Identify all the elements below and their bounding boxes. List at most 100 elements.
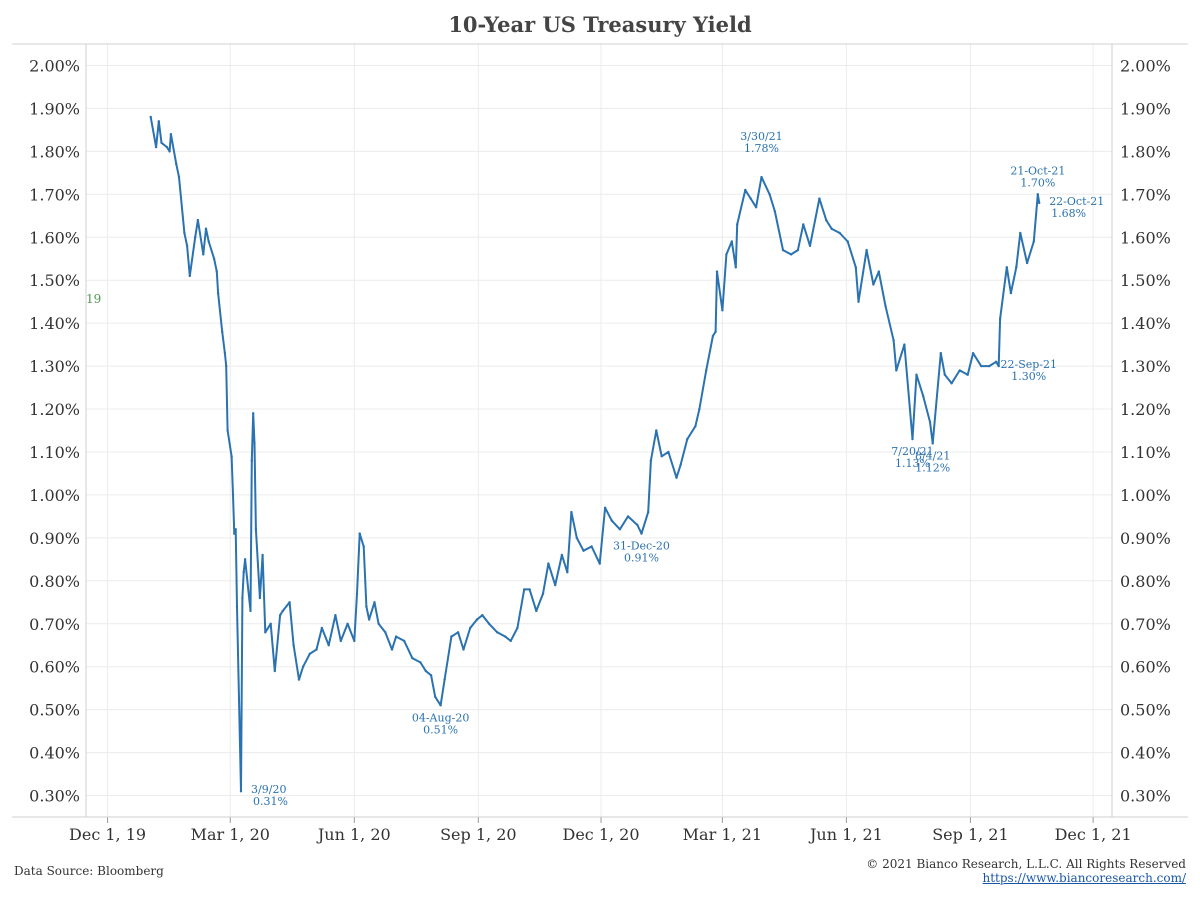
yield-point [202, 253, 205, 256]
x-tick-label: Mar 1, 21 [683, 825, 762, 844]
y-tick-label-left: 0.40% [29, 744, 80, 763]
yield-point [487, 622, 491, 625]
data-source: Data Source: Bloomberg [14, 864, 164, 878]
yield-point [264, 631, 267, 634]
y-tick-label-right: 1.50% [1120, 271, 1171, 290]
yield-point [424, 669, 427, 673]
yield-point [443, 678, 446, 681]
y-tick-label-right: 0.90% [1120, 529, 1171, 548]
yield-point [535, 609, 538, 613]
yield-point [231, 493, 235, 497]
yield-point [194, 236, 197, 239]
y-tick-label-right: 0.70% [1120, 615, 1171, 634]
yield-point [857, 300, 860, 303]
y-tick-label-right: 1.10% [1120, 443, 1171, 462]
yield-point [297, 678, 301, 681]
yield-point [450, 635, 453, 638]
yield-point [744, 188, 747, 192]
annotation-value: 1.78% [744, 142, 779, 155]
y-tick-label-right: 0.80% [1120, 572, 1171, 591]
y-tick-label-left: 0.50% [29, 701, 80, 720]
yield-point [618, 528, 622, 531]
yield-point [390, 648, 394, 651]
series-layer [149, 115, 1041, 793]
yield-point [541, 592, 545, 595]
yield-point [698, 407, 701, 411]
yield-point [1005, 266, 1008, 269]
yield-point [647, 510, 650, 514]
yield-point [523, 588, 526, 591]
yield-point [411, 656, 414, 660]
y-tick-label-right: 2.00% [1120, 56, 1171, 75]
yield-point [177, 175, 181, 179]
yield-point [802, 223, 805, 226]
copyright: © 2021 Bianco Research, L.L.C. All Right… [866, 857, 1186, 871]
yield-point [456, 631, 460, 634]
yield-point [636, 523, 639, 527]
annotation-value: 1.12% [915, 461, 950, 474]
x-tick-label: Jun 1, 21 [808, 825, 883, 844]
yield-point [872, 283, 875, 286]
yield-point [640, 532, 643, 535]
axes-layer: 0.30% 0.30% 0.40% 0.40% 0.50% 0.50% 0.60% 0.60%… [12, 43, 1188, 844]
yield-point [1019, 231, 1022, 235]
yield-point [439, 704, 442, 707]
annotation-value: 1.70% [1020, 176, 1055, 189]
yield-point [301, 665, 305, 668]
yield-point [966, 373, 969, 376]
yield-point [223, 352, 227, 355]
yield-point [377, 622, 380, 625]
yield-point [481, 614, 484, 617]
yield-point [261, 553, 264, 557]
annotation-date: 8/4/21 [915, 449, 950, 462]
x-tick-label: Dec 1, 20 [562, 825, 639, 844]
y-tick-label-left: 1.00% [29, 486, 80, 505]
annotation-date: 22-Sep-21 [1000, 358, 1057, 371]
yield-point [884, 304, 887, 308]
yield-point [249, 609, 252, 613]
website-link[interactable]: https://www.biancoresearch.com/ [982, 871, 1186, 885]
yield-point [734, 266, 737, 269]
yield-point [928, 420, 932, 424]
yield-point [168, 150, 171, 153]
yield-point [895, 369, 898, 372]
x-tick-label: Sep 1, 21 [932, 825, 1008, 844]
yield-point [226, 429, 229, 432]
yield-point [730, 240, 733, 243]
yield-point [988, 364, 991, 368]
yield-point [403, 639, 406, 643]
x-tick-label: Sep 1, 20 [440, 825, 516, 844]
yield-point [922, 394, 925, 398]
yield-point [911, 437, 914, 441]
yield-point [358, 532, 361, 535]
yield-point [204, 227, 208, 230]
yield-point [339, 639, 342, 643]
yield-point [462, 648, 465, 651]
yield-point [694, 425, 697, 428]
yield-point [705, 369, 708, 372]
annotation-date: 3/9/20 [251, 783, 286, 796]
yield-point [365, 605, 368, 608]
y-tick-label-left: 1.40% [29, 314, 80, 333]
yield-point [603, 506, 607, 509]
yield-point [725, 253, 728, 256]
yield-point [789, 253, 793, 256]
y-tick-label-right: 0.60% [1120, 658, 1171, 677]
yield-point [950, 382, 953, 385]
y-tick-label-right: 1.20% [1120, 400, 1171, 419]
yield-point [355, 592, 359, 595]
y-tick-label-left: 0.70% [29, 615, 80, 634]
yield-point [570, 510, 573, 514]
yield-point [373, 601, 376, 604]
yield-point [818, 197, 821, 200]
yield-point [714, 330, 717, 333]
yield-point [215, 270, 218, 273]
yield-point [1036, 193, 1040, 196]
yield-point [165, 145, 169, 149]
yield-point [808, 244, 812, 247]
yield-point [980, 364, 983, 368]
yield-point [1025, 261, 1029, 265]
yield-point [346, 622, 349, 625]
yield-point [252, 412, 255, 415]
yield-point [241, 596, 244, 600]
